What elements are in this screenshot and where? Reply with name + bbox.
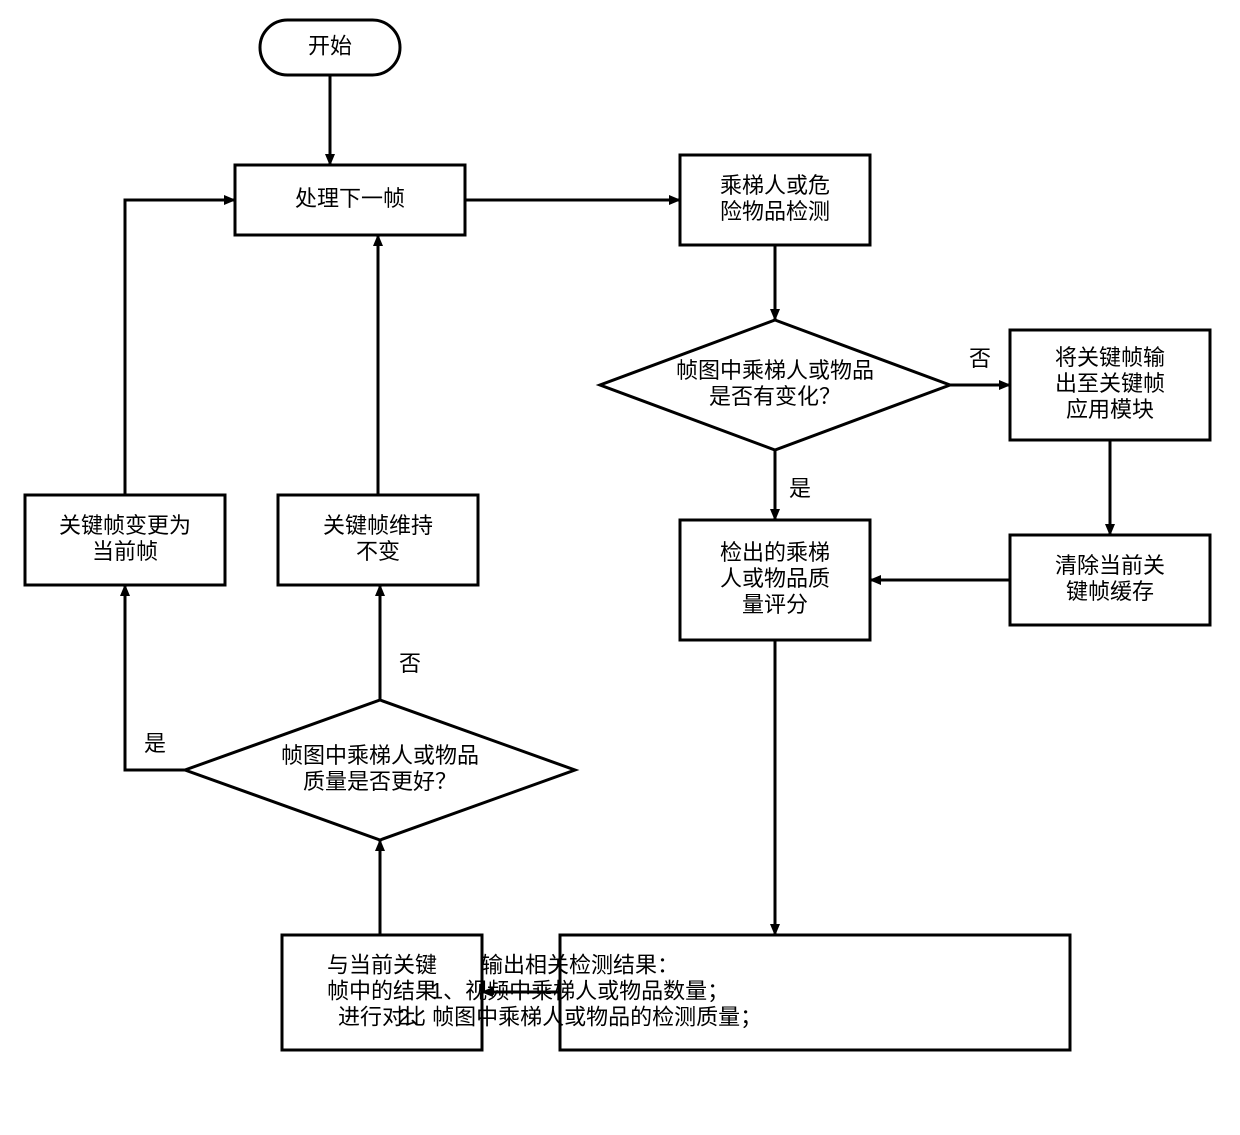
node-compare-line0: 与当前关键 xyxy=(327,952,437,977)
node-clear_cache-line0: 清除当前关 xyxy=(1055,553,1165,578)
node-output_kf-line1: 出至关键帧 xyxy=(1055,371,1165,396)
node-change_kf-line1: 当前帧 xyxy=(92,539,158,564)
node-d_quality-line0: 帧图中乘梯人或物品 xyxy=(281,743,479,768)
node-output_res-line1: 1、视频中乘梯人或物品数量； xyxy=(431,978,729,1003)
node-output_kf-line0: 将关键帧输 xyxy=(1055,345,1165,370)
node-process_next-line0: 处理下一帧 xyxy=(295,186,405,211)
edge-label-10: 否 xyxy=(399,651,421,676)
node-detect-line1: 险物品检测 xyxy=(720,199,830,224)
node-clear_cache-line1: 键帧缓存 xyxy=(1066,579,1154,604)
node-output_kf-line2: 应用模块 xyxy=(1066,397,1154,422)
node-score: 检出的乘梯人或物品质量评分 xyxy=(680,520,870,640)
node-keep_kf-line1: 不变 xyxy=(356,539,400,564)
node-d_change-line0: 帧图中乘梯人或物品 xyxy=(676,358,874,383)
node-process_next: 处理下一帧 xyxy=(235,165,465,235)
node-change_kf-line0: 关键帧变更为 xyxy=(59,513,191,538)
node-d_change-line1: 是否有变化？ xyxy=(709,384,841,409)
node-output_res-line2: 2、帧图中乘梯人或物品的检测质量； xyxy=(398,1004,762,1029)
node-change_kf: 关键帧变更为当前帧 xyxy=(25,495,225,585)
nodes-layer: 开始处理下一帧乘梯人或危险物品检测帧图中乘梯人或物品是否有变化？将关键帧输出至关… xyxy=(25,20,1210,1050)
node-score-line2: 量评分 xyxy=(742,592,808,617)
node-output_kf: 将关键帧输出至关键帧应用模块 xyxy=(1010,330,1210,440)
node-compare-line1: 帧中的结果 xyxy=(327,978,437,1003)
node-keep_kf: 关键帧维持不变 xyxy=(278,495,478,585)
node-d_quality-line1: 质量是否更好？ xyxy=(303,769,457,794)
edge-label-12: 是 xyxy=(144,731,166,756)
node-output_res: 输出相关检测结果：1、视频中乘梯人或物品数量；2、帧图中乘梯人或物品的检测质量； xyxy=(398,935,1070,1050)
edge-label-3: 否 xyxy=(969,346,991,371)
node-d_quality: 帧图中乘梯人或物品质量是否更好？ xyxy=(185,700,575,840)
node-clear_cache: 清除当前关键帧缓存 xyxy=(1010,535,1210,625)
node-score-line0: 检出的乘梯 xyxy=(720,540,830,565)
node-output_res-line0: 输出相关检测结果： xyxy=(481,952,679,977)
node-start: 开始 xyxy=(260,20,400,75)
node-d_change: 帧图中乘梯人或物品是否有变化？ xyxy=(600,320,950,450)
node-score-line1: 人或物品质 xyxy=(720,566,830,591)
node-detect: 乘梯人或危险物品检测 xyxy=(680,155,870,245)
edge-13 xyxy=(125,200,235,495)
edge-label-6: 是 xyxy=(789,476,811,501)
node-keep_kf-line0: 关键帧维持 xyxy=(323,513,433,538)
node-start-line0: 开始 xyxy=(308,33,352,58)
node-detect-line0: 乘梯人或危 xyxy=(720,173,830,198)
